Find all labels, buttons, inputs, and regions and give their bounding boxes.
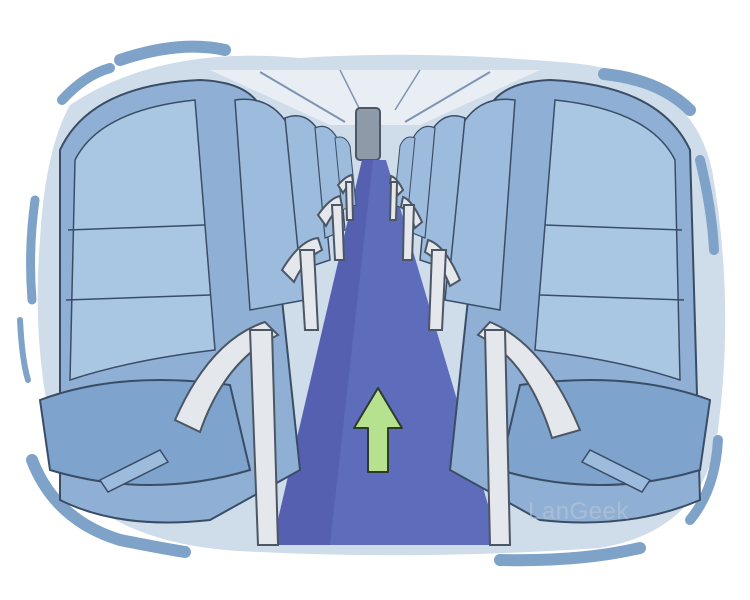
cabin-ceiling	[210, 69, 540, 125]
cabin-door	[355, 107, 381, 161]
left-seat-rows	[38, 78, 357, 524]
left-armrests	[173, 173, 355, 546]
up-arrow-icon	[353, 387, 403, 473]
seatbelts	[98, 449, 652, 493]
right-armrests	[388, 174, 582, 546]
watermark-text: LanGeek	[528, 498, 629, 525]
right-seat-rows	[393, 78, 712, 524]
